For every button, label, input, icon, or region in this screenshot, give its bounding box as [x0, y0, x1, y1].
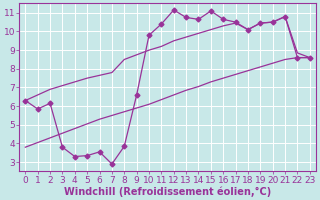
X-axis label: Windchill (Refroidissement éolien,°C): Windchill (Refroidissement éolien,°C) — [64, 186, 271, 197]
